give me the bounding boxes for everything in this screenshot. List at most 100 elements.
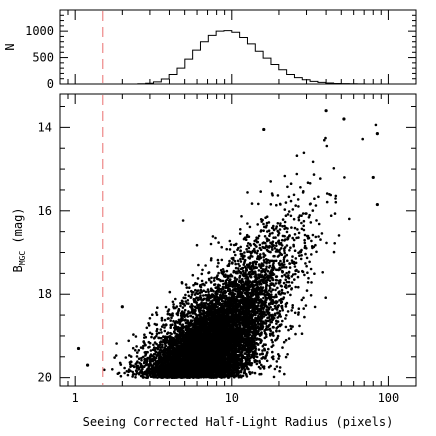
scatter-point [302, 228, 306, 232]
scatter-point [281, 319, 284, 323]
scatter-point [238, 279, 241, 282]
scatter-point [289, 327, 293, 331]
scatter-frame [59, 93, 417, 387]
scatter-point [274, 282, 278, 285]
scatter-point [271, 344, 275, 347]
scatter-point [169, 319, 172, 322]
scatter-point [284, 201, 288, 204]
scatter-point [232, 250, 236, 254]
scatter-point [220, 258, 224, 262]
scatter-point [306, 181, 310, 184]
scatter-point [273, 304, 277, 308]
scatter-point [273, 313, 277, 317]
scatter-point [214, 236, 217, 240]
scatter-point [256, 343, 260, 346]
scatter-point [221, 285, 225, 289]
scatter-point [295, 154, 299, 157]
scatter-point [332, 167, 336, 170]
scatter-point [305, 264, 308, 268]
scatter-point [283, 208, 287, 211]
scatter-point [292, 193, 296, 197]
scatter-point [186, 290, 190, 294]
scatter-point [224, 273, 227, 277]
scatter-point [164, 305, 168, 309]
scatter-point [147, 324, 151, 327]
scatter-point [259, 230, 263, 233]
scatter-point [194, 288, 197, 292]
scatter-point [303, 273, 306, 277]
scatter-point [374, 123, 378, 127]
scatter-point [310, 281, 313, 284]
scatter-point [222, 282, 225, 286]
hist-y-tick-label: 500 [32, 51, 54, 65]
scatter-point [313, 197, 316, 200]
scatter-point [188, 286, 191, 290]
scatter-point [249, 252, 253, 255]
scatter-point [261, 349, 264, 352]
scatter-point [285, 271, 288, 275]
scatter-point [343, 176, 346, 179]
scatter-point [280, 266, 284, 269]
scatter-point [255, 260, 258, 264]
scatter-point [261, 278, 264, 281]
scatter-point [280, 304, 284, 308]
scatter-point [291, 208, 295, 211]
scatter-point [179, 301, 182, 305]
scatter-point [166, 310, 170, 313]
scatter-point [255, 338, 258, 341]
scatter-point [334, 194, 338, 198]
scatter-point [269, 203, 273, 206]
scatter-point [270, 246, 274, 249]
scatter-point [153, 346, 156, 349]
scatter-point [249, 244, 252, 247]
scatter-point [256, 249, 260, 253]
scatter-point [299, 186, 302, 189]
scatter-point [135, 345, 138, 348]
scatter-point [129, 365, 132, 369]
scatter-point [293, 265, 297, 268]
scatter-point [259, 218, 263, 221]
scatter-point [309, 221, 313, 224]
scatter-point [140, 359, 143, 362]
scatter-point [260, 262, 264, 265]
scatter-point [173, 343, 176, 346]
histogram-steps [60, 30, 416, 85]
scatter-point [155, 311, 158, 314]
scatter-point [153, 352, 157, 356]
scatter-point [283, 372, 286, 376]
scatter-point [332, 250, 336, 254]
scatter-point [187, 294, 191, 298]
scatter-point [284, 275, 288, 278]
scatter-point [288, 266, 292, 269]
hist-y-tick-label: 1000 [25, 24, 54, 38]
scatter-point [233, 259, 237, 263]
scatter-point [280, 247, 283, 250]
scatter-point [317, 222, 321, 226]
scatter-point [196, 289, 199, 293]
scatter-point [312, 173, 316, 176]
scatter-point [163, 318, 167, 322]
scatter-point [244, 271, 247, 275]
scatter-point [192, 283, 195, 287]
scatter-point [225, 269, 229, 273]
scatter-point [297, 231, 301, 235]
scatter-point [282, 281, 286, 285]
scatter-point [123, 371, 126, 375]
scatter-point [149, 349, 153, 352]
scatter-point [243, 352, 247, 355]
scatter-point [150, 335, 153, 339]
scatter-point [161, 345, 164, 349]
scatter-point [288, 249, 291, 252]
scatter-point [136, 351, 139, 354]
scatter-point [269, 364, 272, 368]
scatter-point [162, 323, 165, 327]
scatter-point [282, 340, 286, 344]
scatter-point [253, 249, 256, 253]
scatter-point [284, 338, 288, 342]
scatter-point [190, 290, 194, 294]
scatter-point [271, 288, 275, 292]
scatter-point [221, 279, 225, 283]
scatter-point [254, 262, 258, 266]
scatter-point [281, 271, 284, 274]
